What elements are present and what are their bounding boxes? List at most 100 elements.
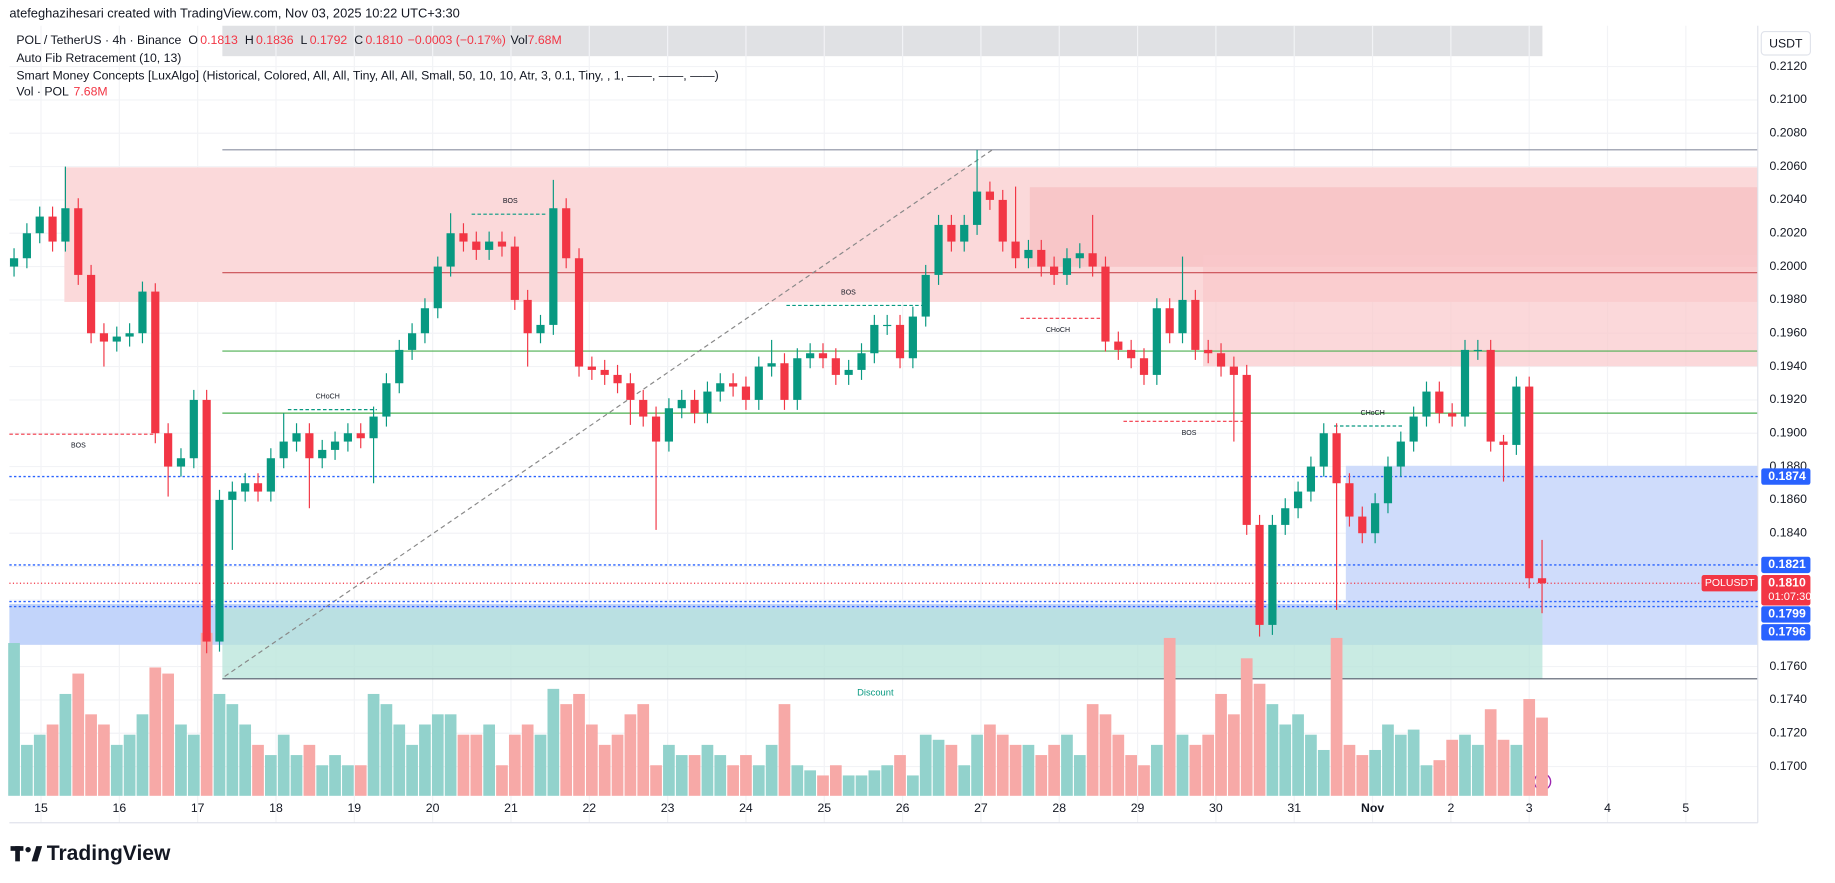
- candle-body: [253, 483, 263, 492]
- ohlc-key: O: [188, 33, 198, 47]
- volume-bar: [663, 744, 675, 796]
- candle-body: [356, 433, 365, 439]
- volume-bar: [1292, 714, 1304, 796]
- volume-bar: [842, 775, 855, 796]
- ohlc-key: C: [354, 33, 363, 47]
- volume-bar: [778, 704, 791, 796]
- volume-bar: [265, 755, 277, 796]
- volume-bar: [59, 693, 72, 796]
- candle-body: [1152, 308, 1161, 375]
- candle-body: [485, 241, 494, 250]
- y-tick-label: 0.1840: [1769, 525, 1807, 539]
- candle-body: [1139, 358, 1149, 375]
- symbol-tag: [1701, 575, 1758, 592]
- candle-body: [818, 353, 828, 359]
- volume-bar: [1510, 744, 1523, 796]
- volume-bar: [1420, 765, 1433, 796]
- volume-bar: [110, 744, 123, 796]
- structure-lines: [9, 213, 1405, 435]
- volume-bar: [200, 632, 213, 796]
- candle-body: [985, 191, 995, 200]
- candle-body: [305, 433, 314, 459]
- volume-bar: [136, 714, 149, 796]
- volume-bar: [508, 734, 521, 796]
- y-tick-label: 0.2020: [1769, 225, 1807, 239]
- candle-body: [536, 324, 545, 334]
- volume-bar: [444, 714, 457, 796]
- currency-box[interactable]: [1760, 31, 1812, 56]
- volume-bar: [72, 673, 85, 796]
- candle-body: [1435, 391, 1444, 414]
- volume-bar: [277, 734, 290, 796]
- candle-body: [1024, 249, 1033, 259]
- candle-body: [1229, 366, 1238, 375]
- candle-body: [395, 349, 404, 384]
- y-tick-label: 0.1940: [1769, 359, 1807, 373]
- volume-bar: [1497, 739, 1510, 796]
- price-tag: [1761, 468, 1811, 485]
- countdown: 01:07:30: [1768, 591, 1811, 603]
- volume-bar: [329, 755, 341, 796]
- indicator[interactable]: Smart Money Concepts [LuxAlgo] (Historic…: [16, 68, 718, 82]
- candle-body: [639, 399, 648, 417]
- x-tick-label: 30: [1209, 801, 1223, 815]
- candle-body: [574, 258, 584, 367]
- candle-body: [330, 441, 340, 450]
- candle-body: [600, 369, 609, 375]
- volume-bar: [226, 704, 239, 796]
- volume-bar: [701, 744, 714, 796]
- candle-body: [1178, 299, 1187, 334]
- volume-bar: [932, 739, 945, 796]
- candle-body: [1345, 483, 1354, 517]
- volume-bar: [1253, 683, 1266, 796]
- candle-body: [1512, 386, 1521, 445]
- structure-label: BOS: [841, 289, 856, 296]
- volume-bar: [650, 765, 662, 796]
- volume-bar: [1536, 717, 1548, 796]
- candle-body: [664, 408, 674, 442]
- volume-bar: [714, 755, 727, 796]
- volume-bar: [1394, 734, 1407, 796]
- y-tick-label: 0.1900: [1769, 425, 1807, 439]
- volume-bar: [521, 724, 534, 796]
- y-tick-label: 0.1960: [1769, 325, 1807, 339]
- indicator[interactable]: Auto Fib Retracement (10, 13): [16, 51, 181, 65]
- candle-body: [510, 246, 519, 300]
- volume-bar: [1523, 699, 1536, 796]
- volume-bar: [971, 734, 983, 796]
- candle-body: [318, 449, 327, 459]
- candle-body: [1486, 349, 1495, 442]
- candle-body: [741, 386, 751, 400]
- x-tick-label: Nov: [1361, 801, 1384, 815]
- y-tick-label: 0.1920: [1769, 392, 1807, 406]
- candle-body: [1062, 258, 1072, 275]
- candle-body: [22, 233, 31, 259]
- volume-bar: [1189, 744, 1202, 796]
- candle-body: [972, 191, 982, 225]
- volume-bar: [483, 724, 495, 796]
- volume-bar: [624, 714, 637, 796]
- candle-body: [459, 233, 468, 242]
- candle-body: [112, 336, 121, 342]
- volume-bar: [393, 724, 406, 796]
- candle-body: [780, 363, 789, 400]
- structure-label: CHoCH: [316, 394, 340, 401]
- volume-bar: [791, 765, 804, 796]
- volume-bar: [46, 724, 59, 796]
- y-tick-label: 0.1720: [1769, 725, 1807, 739]
- ohlc-key: H: [245, 33, 254, 47]
- volume-bar: [303, 744, 316, 796]
- candle-body: [1293, 491, 1303, 509]
- price-tag-label: 0.1796: [1768, 625, 1806, 639]
- y-tick-label: 0.1980: [1769, 292, 1807, 306]
- indicator[interactable]: Vol · POL 7.68M: [16, 85, 107, 99]
- volume-bar: [1125, 755, 1138, 796]
- price-tag-label: 0.1874: [1768, 469, 1806, 483]
- candle-body: [446, 233, 455, 267]
- candle-body: [1537, 578, 1547, 584]
- x-tick-label: 25: [817, 801, 831, 815]
- candle-body: [189, 399, 198, 459]
- volume-bar: [85, 714, 97, 796]
